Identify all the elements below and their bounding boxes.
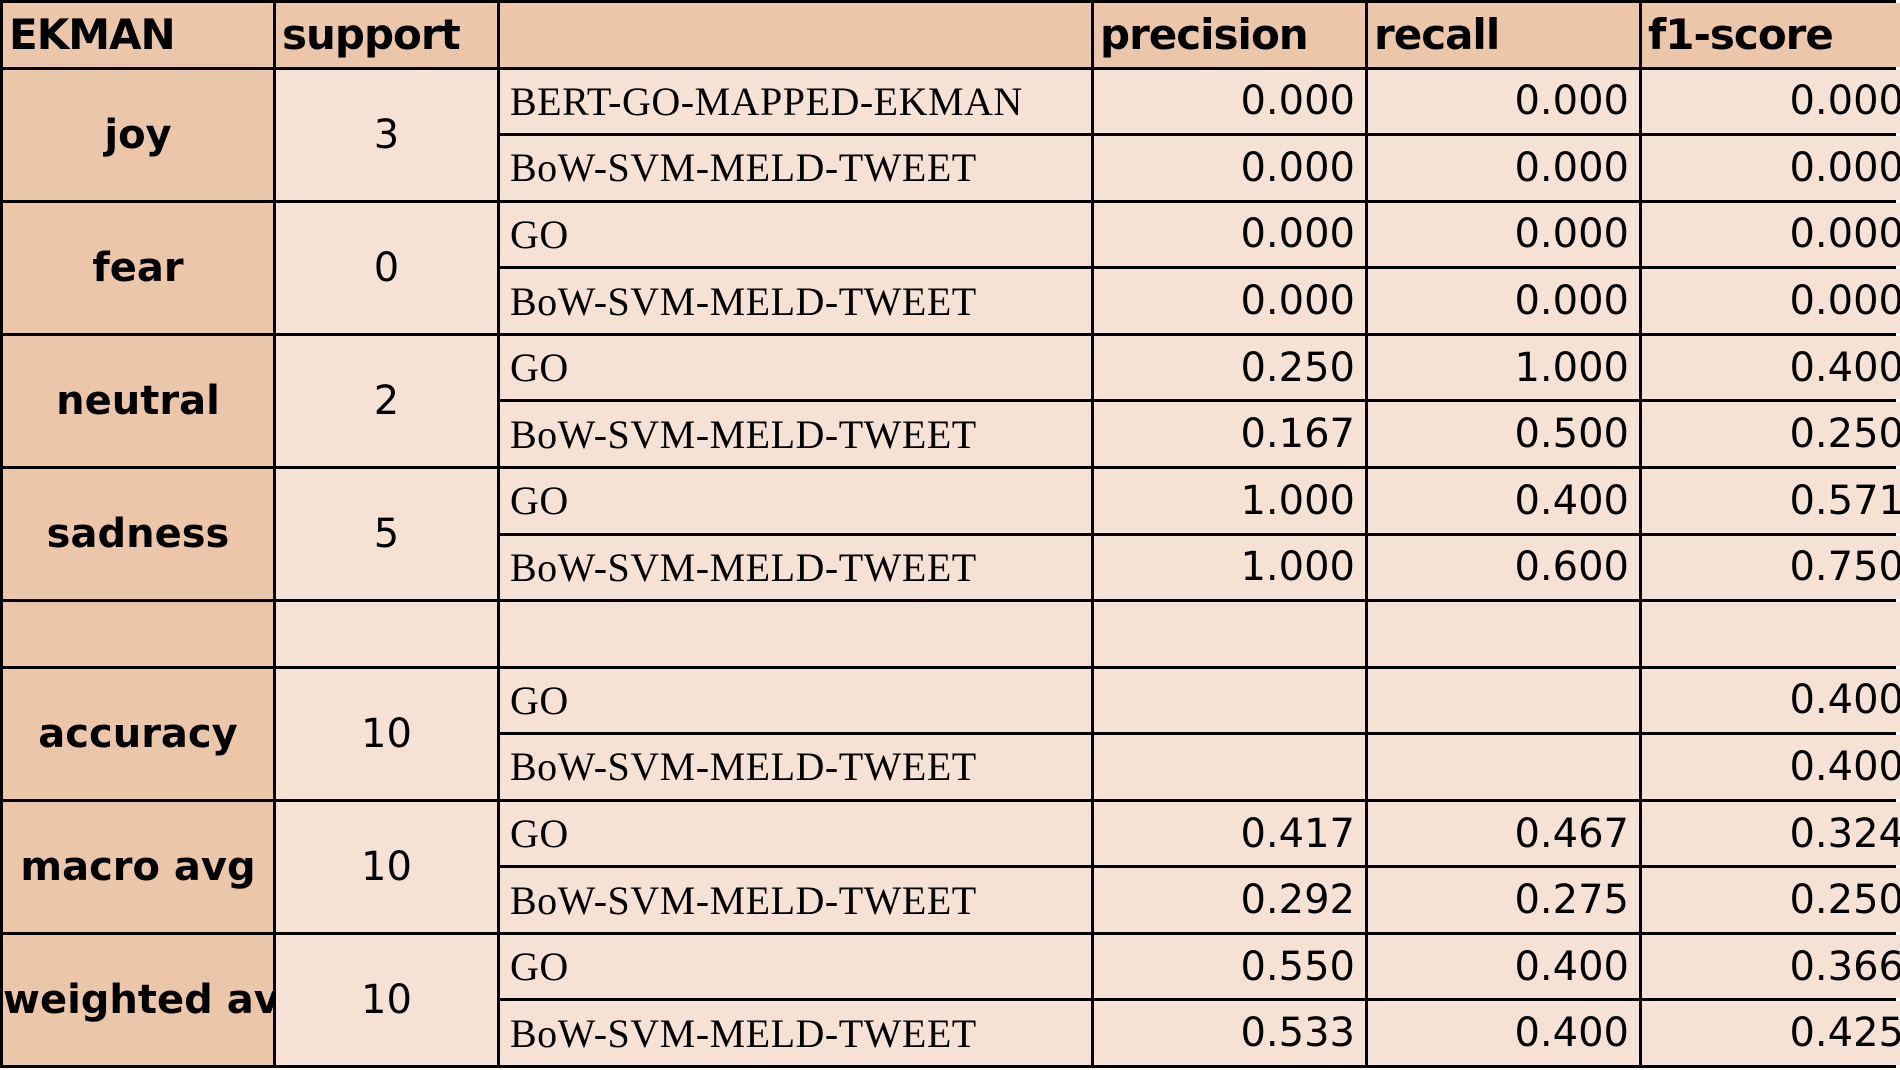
model-cell: BoW-SVM-MELD-TWEET (500, 269, 1091, 333)
model-cell: GO (500, 934, 1091, 999)
header-ekman: EKMAN (3, 3, 273, 67)
f1-cell: 0.000 (1642, 69, 1900, 134)
recall-cell: 0.400 (1368, 468, 1639, 533)
precision-cell: 0.000 (1094, 202, 1365, 267)
recall-cell: 0.275 (1368, 868, 1639, 932)
precision-cell: 0.550 (1094, 934, 1365, 999)
group-support-macro-avg: 10 (276, 801, 497, 932)
precision-cell: 0.000 (1094, 69, 1365, 134)
precision-cell: 0.417 (1094, 801, 1365, 866)
f1-cell: 0.000 (1642, 269, 1900, 333)
recall-cell: 0.400 (1368, 1001, 1639, 1065)
header-model (500, 3, 1091, 67)
precision-cell: 0.000 (1094, 136, 1365, 200)
group-support-joy: 3 (276, 69, 497, 200)
f1-cell: 0.400 (1642, 735, 1900, 799)
model-cell: GO (500, 202, 1091, 267)
recall-cell: 0.000 (1368, 69, 1639, 134)
precision-cell (1094, 735, 1365, 799)
f1-cell: 0.400 (1642, 335, 1900, 400)
f1-cell: 0.750 (1642, 535, 1900, 600)
header-f1-score: f1-score (1642, 3, 1900, 67)
recall-cell (1368, 735, 1639, 799)
spacer-cell (276, 602, 497, 666)
recall-cell: 0.500 (1368, 402, 1639, 466)
precision-cell: 1.000 (1094, 535, 1365, 600)
model-cell: GO (500, 668, 1091, 733)
model-cell: BoW-SVM-MELD-TWEET (500, 868, 1091, 932)
group-label-sadness: sadness (3, 468, 273, 600)
precision-cell: 1.000 (1094, 468, 1365, 533)
precision-cell: 0.292 (1094, 868, 1365, 932)
f1-cell: 0.000 (1642, 202, 1900, 267)
precision-cell: 0.167 (1094, 402, 1365, 466)
recall-cell: 0.600 (1368, 535, 1639, 600)
recall-cell (1368, 668, 1639, 733)
f1-cell: 0.250 (1642, 402, 1900, 466)
model-cell: GO (500, 335, 1091, 400)
f1-cell: 0.425 (1642, 1001, 1900, 1065)
header-support: support (276, 3, 497, 67)
model-cell: BoW-SVM-MELD-TWEET (500, 735, 1091, 799)
recall-cell: 0.000 (1368, 136, 1639, 200)
group-label-joy: joy (3, 69, 273, 200)
f1-cell: 0.400 (1642, 668, 1900, 733)
spacer-cell (1094, 602, 1365, 666)
spacer-cell (1368, 602, 1639, 666)
model-cell: BERT-GO-MAPPED-EKMAN (500, 69, 1091, 134)
header-precision: precision (1094, 3, 1365, 67)
group-support-accuracy: 10 (276, 668, 497, 799)
header-recall: recall (1368, 3, 1639, 67)
f1-cell: 0.000 (1642, 136, 1900, 200)
model-cell: BoW-SVM-MELD-TWEET (500, 402, 1091, 466)
model-cell: BoW-SVM-MELD-TWEET (500, 1001, 1091, 1065)
group-support-weighted-avg: 10 (276, 934, 497, 1065)
recall-cell: 0.000 (1368, 202, 1639, 267)
group-label-fear: fear (3, 202, 273, 333)
group-label-neutral: neutral (3, 335, 273, 466)
precision-cell: 0.533 (1094, 1001, 1365, 1065)
f1-cell: 0.324 (1642, 801, 1900, 866)
precision-cell (1094, 668, 1365, 733)
precision-cell: 0.250 (1094, 335, 1365, 400)
group-support-fear: 0 (276, 202, 497, 333)
precision-cell: 0.000 (1094, 269, 1365, 333)
recall-cell: 0.400 (1368, 934, 1639, 999)
f1-cell: 0.250 (1642, 868, 1900, 932)
f1-cell: 0.571 (1642, 468, 1900, 533)
group-support-sadness: 5 (276, 468, 497, 600)
group-label-macro-avg: macro avg (3, 801, 273, 932)
spacer-cell (500, 602, 1091, 666)
group-support-neutral: 2 (276, 335, 497, 466)
model-cell: BoW-SVM-MELD-TWEET (500, 535, 1091, 600)
group-label-weighted-avg: weighted avg (3, 934, 273, 1065)
model-cell: BoW-SVM-MELD-TWEET (500, 136, 1091, 200)
recall-cell: 0.000 (1368, 269, 1639, 333)
recall-cell: 1.000 (1368, 335, 1639, 400)
model-cell: GO (500, 801, 1091, 866)
spacer-cell (3, 602, 273, 666)
f1-cell: 0.366 (1642, 934, 1900, 999)
recall-cell: 0.467 (1368, 801, 1639, 866)
model-cell: GO (500, 468, 1091, 533)
spacer-cell (1642, 602, 1900, 666)
group-label-accuracy: accuracy (3, 668, 273, 799)
